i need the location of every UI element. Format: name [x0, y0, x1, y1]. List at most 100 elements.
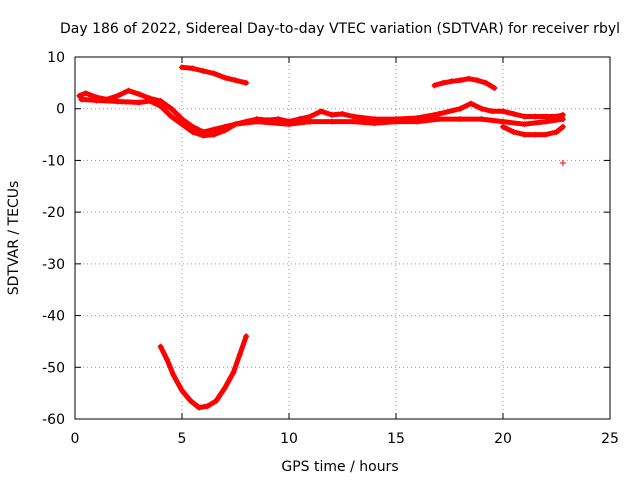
data-point [211, 70, 218, 77]
x-tick-label: 20 [494, 431, 512, 447]
data-point [542, 113, 549, 120]
data-point [510, 128, 517, 135]
y-tick-label: -60 [42, 412, 65, 428]
data-point [211, 131, 218, 138]
data-point [136, 99, 143, 106]
y-tick-label: -50 [42, 360, 65, 376]
x-tick-label: 25 [601, 431, 619, 447]
data-point [286, 121, 292, 128]
data-point [179, 121, 185, 128]
data-point [478, 105, 485, 112]
data-point [157, 97, 164, 104]
data-point [146, 97, 153, 104]
data-point [136, 91, 143, 98]
data-point [500, 123, 506, 130]
data-point [307, 113, 314, 120]
series-lower-band [78, 96, 566, 139]
data-point [440, 79, 447, 86]
data-point [307, 118, 314, 125]
data-point [482, 79, 489, 86]
x-axis-label: GPS time / hours [281, 459, 398, 475]
plot-frame [74, 56, 611, 420]
data-point [474, 77, 481, 84]
data-point [232, 121, 239, 128]
data-point [187, 397, 194, 404]
data-point [393, 118, 399, 125]
series-right-low-arc [500, 123, 566, 138]
data-point [168, 113, 175, 120]
data-point [189, 123, 196, 130]
data-series [76, 64, 566, 411]
data-point [478, 116, 485, 123]
data-point [371, 120, 378, 127]
data-point [500, 108, 506, 115]
data-point [236, 351, 243, 358]
data-point [221, 74, 228, 81]
data-point [200, 132, 207, 139]
x-tick-label: 0 [71, 431, 80, 447]
data-point [532, 131, 539, 138]
data-point [230, 369, 237, 376]
data-point [350, 118, 357, 125]
series-upper-left-arc [179, 64, 250, 86]
data-point [232, 77, 239, 84]
y-tick-label: -40 [42, 309, 65, 325]
data-point [339, 110, 346, 117]
data-point [243, 79, 250, 86]
data-point [457, 77, 464, 84]
data-point [318, 108, 325, 115]
data-point [559, 160, 566, 167]
data-point [500, 118, 506, 125]
data-point [328, 111, 335, 118]
data-point [221, 127, 228, 134]
series-line [500, 124, 566, 138]
data-point [196, 404, 203, 411]
data-point [213, 397, 220, 404]
y-tick-label: -10 [42, 153, 65, 169]
y-tick-label: 0 [56, 102, 65, 118]
axis-ticks: 0 5 10 15 20 25 10 0 -10 -20 -30 -40 -50 -60 [42, 50, 619, 447]
data-point [521, 121, 528, 128]
data-point [114, 92, 121, 99]
data-point [553, 128, 560, 135]
data-point [448, 78, 455, 85]
series-upper-right-arc [431, 75, 498, 92]
data-point [542, 118, 549, 125]
data-point [93, 97, 100, 104]
data-point [521, 131, 528, 138]
data-point [189, 128, 196, 135]
data-point [457, 105, 464, 112]
data-point [200, 67, 207, 74]
data-point [542, 131, 549, 138]
x-tick-label: 15 [387, 431, 405, 447]
data-point [435, 116, 442, 123]
data-point [253, 118, 260, 125]
data-point [179, 64, 185, 71]
data-point [179, 387, 185, 394]
data-point [350, 113, 357, 120]
data-point [125, 87, 132, 94]
series-outlier [559, 160, 566, 167]
data-point [78, 96, 85, 103]
data-point [521, 113, 528, 120]
data-point [491, 85, 498, 92]
data-point [414, 118, 421, 125]
series-line [158, 333, 249, 411]
data-point [532, 113, 539, 120]
data-point [467, 100, 474, 107]
data-point [559, 123, 566, 130]
data-point [431, 82, 438, 89]
series-main-band [76, 87, 566, 135]
series-line [78, 96, 566, 139]
data-point [211, 126, 218, 133]
y-tick-label: -20 [42, 205, 65, 221]
y-axis-label: SDTVAR / TECUs [6, 181, 22, 296]
x-tick-label: 5 [178, 431, 187, 447]
data-point [435, 110, 442, 117]
data-point [114, 98, 121, 105]
data-point [559, 116, 566, 123]
y-tick-label: -30 [42, 257, 65, 273]
data-point [157, 103, 164, 110]
data-point [204, 403, 211, 410]
